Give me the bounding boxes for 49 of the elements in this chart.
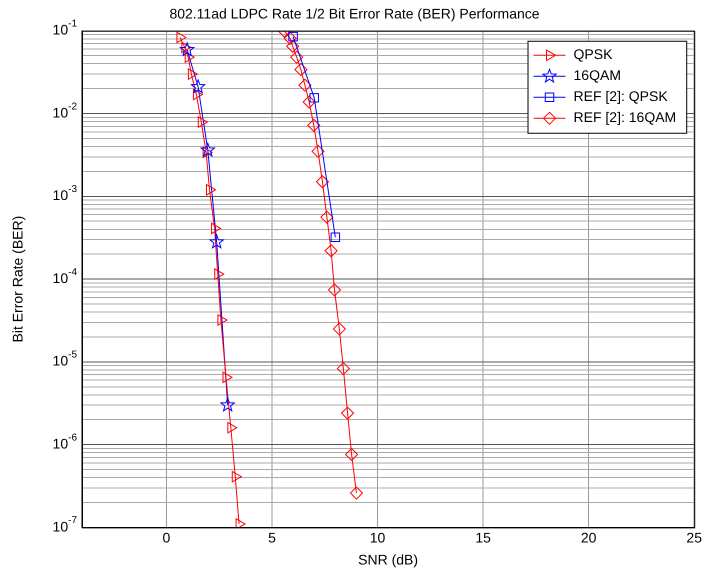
point [328,283,341,296]
point [232,470,242,482]
point [284,32,297,45]
point [294,63,308,76]
point [220,398,235,412]
point [298,78,312,92]
point [312,144,325,158]
legend-label: REF [2]: 16QAM [574,109,676,126]
point [190,79,206,94]
legend-label: 16QAM [574,67,621,84]
point [324,244,338,258]
point [211,222,222,234]
legend-label: QPSK [574,46,614,62]
chart-title: 802.11ad LDPC Rate 1/2 Bit Error Rate (BER) Performance [169,5,540,22]
point [345,448,358,461]
x-tick-label: 10 [370,530,386,546]
x-tick-label: 15 [475,530,492,546]
x-tick-label: 25 [686,530,702,546]
point [307,118,320,132]
point [214,268,224,280]
point [184,51,195,63]
point [286,40,300,53]
point [336,362,350,376]
point [330,232,340,242]
point [198,116,208,128]
point [227,422,238,434]
x-tick-label: 20 [580,530,597,546]
point [320,210,334,224]
point [210,234,224,248]
point [290,50,304,64]
point [350,486,363,500]
point [341,406,354,420]
point [302,95,316,108]
point [192,88,203,100]
point [217,314,228,326]
x-tick-label: 5 [268,530,276,546]
point [200,142,215,156]
point [206,184,216,196]
point [316,175,329,188]
point [188,68,198,80]
point [332,322,346,336]
point [176,32,186,44]
point [236,518,246,528]
legend-label: REF [2]: QPSK [574,88,668,104]
y-axis-title: Bit Error Rate (BER) [9,216,26,343]
point [222,372,232,384]
point [180,42,194,56]
x-axis-title: SNR (dB) [358,551,418,568]
x-tick-label: 0 [162,530,171,546]
